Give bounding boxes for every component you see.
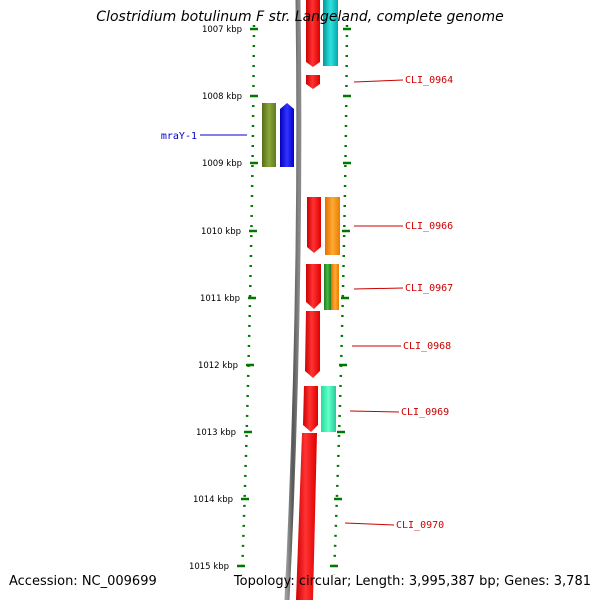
gene-mraY-1-blue <box>280 103 294 167</box>
tick-ruler-left <box>240 24 256 576</box>
label-line-cli-0969 <box>349 410 400 413</box>
label-line-cli-0967 <box>353 287 404 290</box>
gene-label-cli-0969: CLI_0969 <box>401 407 449 418</box>
gene-label-cli-0968: CLI_0968 <box>403 341 451 352</box>
genome-backbone <box>284 0 302 601</box>
tick-label: 1009 kbp <box>202 159 242 169</box>
tick-label: 1011 kbp <box>200 294 240 304</box>
label-line-cli-0964 <box>353 79 404 83</box>
topology-text: Topology: circular; Length: 3,995,387 bp… <box>233 574 591 589</box>
gene-cli-0966-red <box>307 197 321 253</box>
gene-label-cli-0967: CLI_0967 <box>405 283 453 294</box>
tick-label: 1013 kbp <box>196 428 236 438</box>
gene-cli-0969-aqua <box>321 386 336 432</box>
tick-label: 1014 kbp <box>193 495 233 505</box>
map-title: Clostridium botulinum F str. Langeland, … <box>96 9 504 25</box>
gene-cli-0970 <box>296 433 317 600</box>
tick-label: 1015 kbp <box>189 562 229 572</box>
gene-label-cli-0964: CLI_0964 <box>405 75 453 86</box>
label-line-cli-0970 <box>344 522 395 526</box>
gene-cli-0968 <box>305 311 320 378</box>
gene-cli-0967-green <box>324 264 331 310</box>
gene-label-cli-0966: CLI_0966 <box>405 221 453 232</box>
gene-cli-0969-red <box>303 386 318 432</box>
tick-marks <box>237 27 351 568</box>
gene-top-red <box>306 0 320 67</box>
accession-text: Accession: NC_009699 <box>9 574 157 589</box>
gene-label-mraY-1: mraY-1 <box>161 131 197 142</box>
gene-cli-0966-orange <box>325 197 340 255</box>
gene-top-cyan <box>323 0 338 66</box>
tick-label: 1007 kbp <box>202 25 242 35</box>
tick-label: 1008 kbp <box>202 92 242 102</box>
gene-mraY-1-olive <box>262 103 276 167</box>
tick-label: 1010 kbp <box>201 227 241 237</box>
tick-label: 1012 kbp <box>198 361 238 371</box>
gene-label-cli-0970: CLI_0970 <box>396 520 444 531</box>
tick-labels: 1007 kbp 1008 kbp 1009 kbp 1010 kbp 1011 kbp… <box>189 25 242 572</box>
gene-cli-0964 <box>306 75 320 89</box>
gene-cli-0967-orange <box>331 264 339 310</box>
gene-cli-0967-red <box>306 264 321 309</box>
